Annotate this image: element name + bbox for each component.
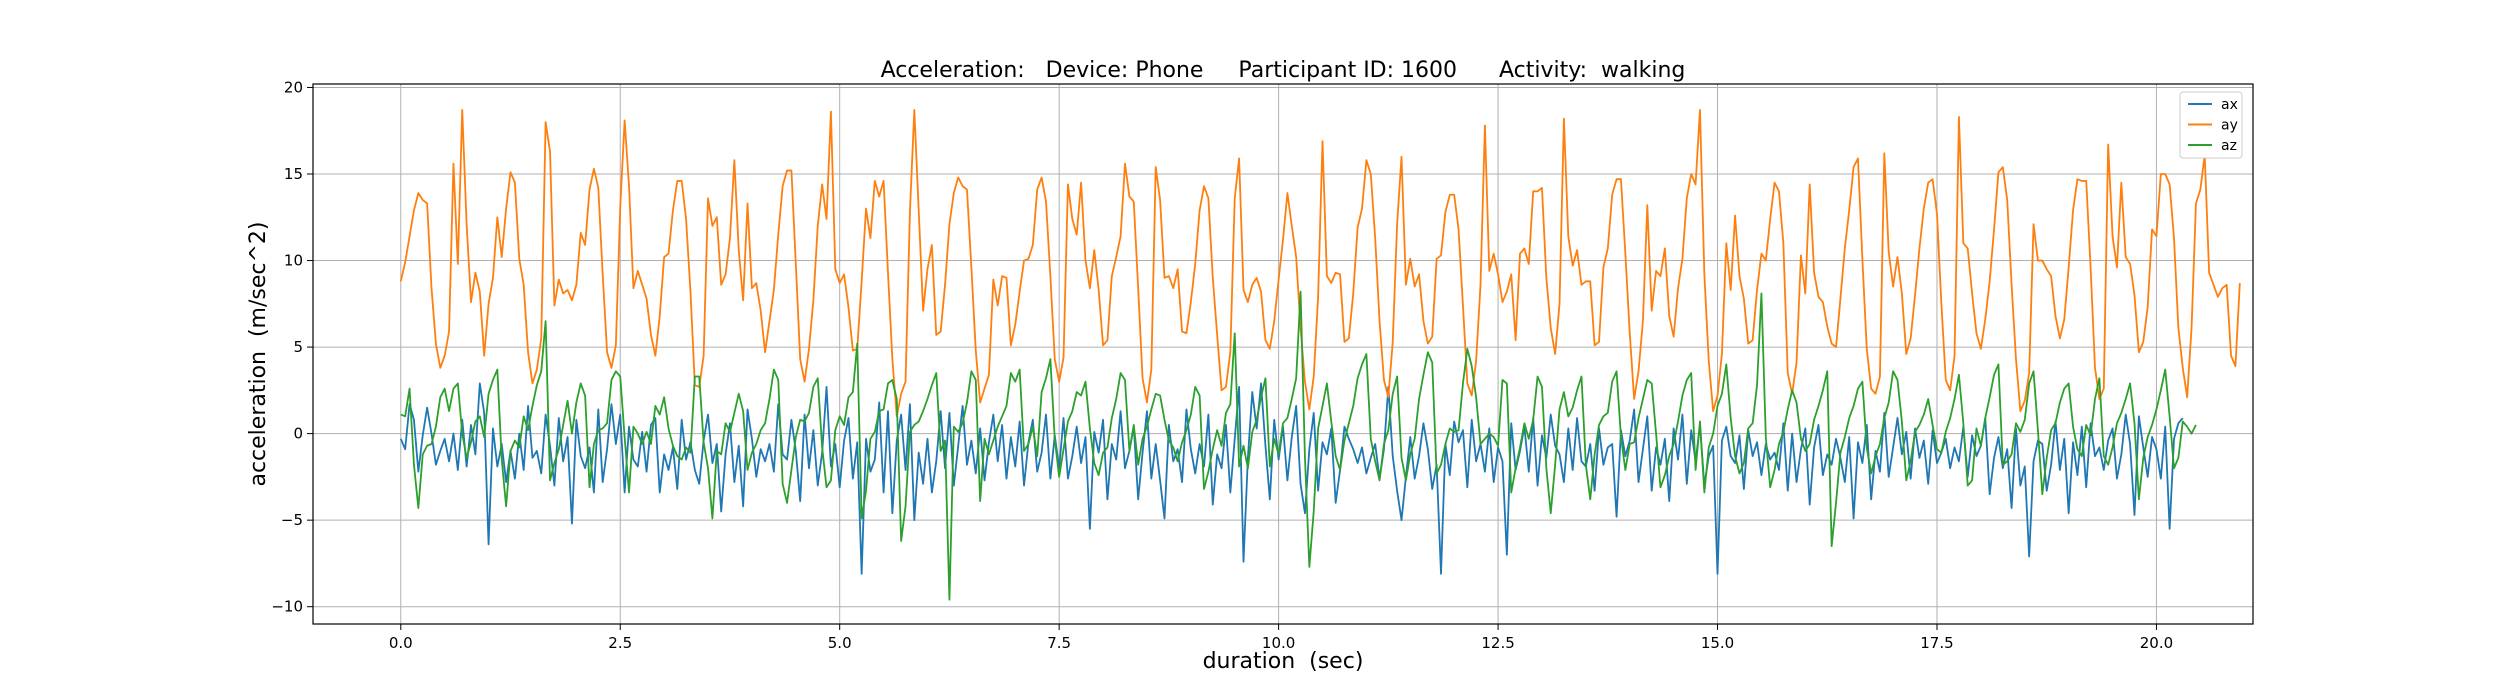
x-tick-label: 2.5 [608,634,632,652]
legend-entries: ax ay az [2188,97,2238,154]
x-tick-label: 12.5 [1481,634,1514,652]
y-tick-label: −10 [271,598,303,616]
x-tick-label: 15.0 [1701,634,1734,652]
gridlines [313,84,2253,624]
x-axis-label: duration (sec) [1203,649,1364,674]
x-tick-label: 7.5 [1047,634,1071,652]
y-tick-label: −5 [281,511,303,529]
series-line-ax [399,382,2184,575]
y-tick-label: 10 [284,252,303,270]
series-line-az [400,290,2197,601]
x-tick-label: 17.5 [1920,634,1953,652]
legend-label-ay: ay [2221,118,2238,134]
series-lines [399,109,2241,601]
y-tick-label: 20 [284,78,303,96]
y-tick-label: 0 [293,425,303,443]
legend-label-ax: ax [2221,97,2238,113]
x-tick-label: 10.0 [1262,634,1295,652]
x-tick-label: 0.0 [389,634,413,652]
x-tick-label: 20.0 [2140,634,2173,652]
legend: ax ay az [2179,91,2243,159]
legend-label-az: az [2221,138,2237,154]
axis-ticks: 0.0 2.5 5.0 7.5 10.0 12.5 15.0 17.5 20.0 −10 −5 0 5 1… [271,78,2173,652]
series-line-ay [399,109,2241,418]
plot-frame [312,83,2254,625]
y-tick-label: 5 [293,338,303,356]
chart-title: Acceleration: Device: Phone Participant … [881,58,1686,83]
y-axis-label: acceleration (m/sec^2) [246,221,271,486]
x-tick-label: 5.0 [828,634,852,652]
y-tick-label: 15 [284,165,303,183]
